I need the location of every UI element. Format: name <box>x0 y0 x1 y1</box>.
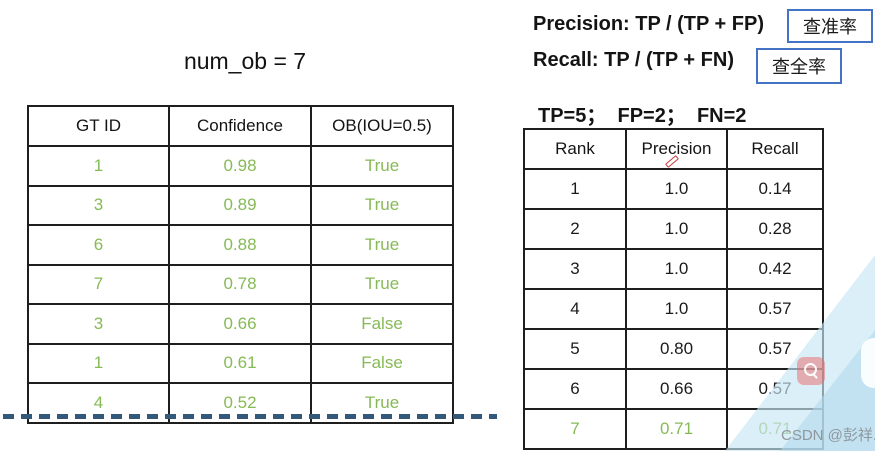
search-icon-handle <box>812 373 818 379</box>
dashed-divider <box>3 414 497 419</box>
csdn-watermark-text: CSDN @彭祥. <box>781 427 875 444</box>
table-row: 1 0.98 True <box>27 145 454 187</box>
table-row: 4 1.0 0.57 <box>523 288 824 330</box>
table-cell: 0.61 <box>168 342 312 384</box>
column-header: Confidence <box>168 105 312 147</box>
table-cell: 6 <box>27 224 170 266</box>
table-cell: 0.80 <box>625 328 728 370</box>
table-cell: 1.0 <box>625 248 728 290</box>
recall-cn-label: 查全率 <box>772 57 826 77</box>
table-cell: 0.98 <box>168 145 312 187</box>
table-cell: 0.66 <box>168 303 312 345</box>
table-cell: 4 <box>523 288 627 330</box>
table-cell: 0.57 <box>726 288 824 330</box>
table-row: 5 0.80 0.57 <box>523 328 824 370</box>
column-header: Rank <box>523 128 627 170</box>
table-row: 1 0.61 False <box>27 342 454 384</box>
pr-table-header-row: Rank Precision Recall <box>523 128 824 170</box>
table-cell: 0.88 <box>168 224 312 266</box>
table-cell: 0.28 <box>726 208 824 250</box>
table-cell: 0.78 <box>168 263 312 305</box>
table-cell: 3 <box>27 303 170 345</box>
table-cell: 0.66 <box>625 368 728 410</box>
table-row: 6 0.66 0.57 <box>523 368 824 410</box>
detection-table: GT ID Confidence OB(IOU=0.5) 1 0.98 True… <box>27 105 454 424</box>
table-cell: 7 <box>27 263 170 305</box>
table-cell: False <box>310 303 454 345</box>
table-cell: 0.42 <box>726 248 824 290</box>
search-icon <box>797 357 825 385</box>
table-cell: 1.0 <box>625 208 728 250</box>
recall-formula: Recall: TP / (TP + FN) <box>533 49 734 71</box>
table-row: 1 1.0 0.14 <box>523 168 824 210</box>
table-cell: 0.71 <box>625 408 728 450</box>
table-row: 2 1.0 0.28 <box>523 208 824 250</box>
table-cell: True <box>310 263 454 305</box>
table-row: 6 0.88 True <box>27 224 454 266</box>
table-cell: 6 <box>523 368 627 410</box>
table-row: 3 1.0 0.42 <box>523 248 824 290</box>
table-cell: 1.0 <box>625 168 728 210</box>
table-row: 3 0.89 True <box>27 184 454 226</box>
precision-cn-label: 查准率 <box>803 17 857 37</box>
table-cell: 2 <box>523 208 627 250</box>
table-cell: 1 <box>27 342 170 384</box>
table-cell: 5 <box>523 328 627 370</box>
recall-cn-box: 查全率 <box>756 48 842 84</box>
table-cell: 3 <box>27 184 170 226</box>
watermark-pill-shape <box>861 338 875 388</box>
table-row: 7 0.78 True <box>27 263 454 305</box>
table-row: 3 0.66 False <box>27 303 454 345</box>
column-header: OB(IOU=0.5) <box>310 105 454 147</box>
table-row-highlighted: 7 0.71 0.71 <box>523 408 824 450</box>
column-header: GT ID <box>27 105 170 147</box>
table-cell: True <box>310 145 454 187</box>
table-cell: 1 <box>27 145 170 187</box>
table-cell: 0.89 <box>168 184 312 226</box>
column-header: Recall <box>726 128 824 170</box>
table-cell: 3 <box>523 248 627 290</box>
table-cell: 1 <box>523 168 627 210</box>
table-cell: 0.14 <box>726 168 824 210</box>
num-ob-title: num_ob = 7 <box>183 48 307 74</box>
table-cell: True <box>310 184 454 226</box>
table-cell: 7 <box>523 408 627 450</box>
detection-table-header-row: GT ID Confidence OB(IOU=0.5) <box>27 105 454 147</box>
precision-recall-table: Rank Precision Recall 1 1.0 0.14 2 1.0 0… <box>523 128 824 450</box>
tp-fp-fn-counts: TP=5； FP=2； FN=2 <box>538 105 747 127</box>
column-header: Precision <box>625 128 728 170</box>
table-cell: False <box>310 342 454 384</box>
table-cell: 1.0 <box>625 288 728 330</box>
precision-cn-box: 查准率 <box>787 9 873 43</box>
table-cell: True <box>310 224 454 266</box>
precision-formula: Precision: TP / (TP + FP) <box>533 13 764 35</box>
